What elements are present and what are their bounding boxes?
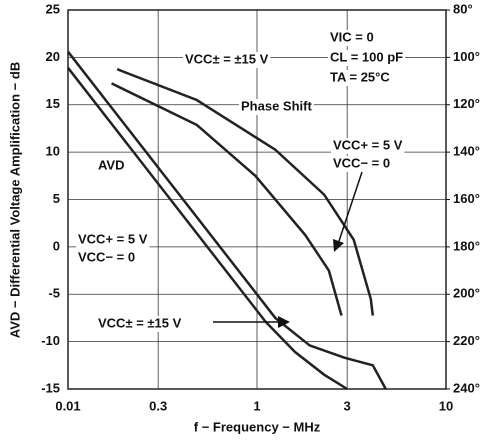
annotation-bg [183,52,271,68]
annotation-bg [331,156,393,172]
arrow [337,171,363,245]
annotation: TA = 25°C [330,69,390,84]
annotation: Phase Shift [241,98,312,113]
data-line [67,50,387,390]
annotation-bg [331,138,405,154]
y2-tick-label: 140° [453,144,480,159]
annotation-bg [328,70,392,86]
y2-tick-label: 220° [453,333,480,348]
y-tick-label: 10 [46,144,60,159]
y-tick-label: 20 [46,49,60,64]
annotation: VCC± = ±15 V [98,315,182,330]
annotation: CL = 100 pF [330,49,403,64]
y-tick-label: -15 [41,380,60,395]
y-tick-label: 0 [53,238,60,253]
data-line [67,67,348,391]
y-tick-label: 5 [53,191,60,206]
y2-tick-label: 200° [453,286,480,301]
y2-tick-label: 180° [453,238,480,253]
arrow-head [333,239,344,252]
annotation: VIC = 0 [330,29,374,44]
annotation-bg [328,30,376,46]
annotation-bg [76,232,150,248]
x-tick-label: 10 [439,398,453,413]
annotation: AVD [98,157,124,172]
y-tick-label: -5 [48,286,60,301]
y2-tick-label: 80° [453,1,473,16]
x-tick-label: 0.3 [149,398,167,413]
x-tick-label: 1 [253,398,260,413]
y2-tick-label: 240° [453,380,480,395]
annotation-bg [96,158,127,174]
annotation: VCC+ = 5 V [333,137,403,152]
y2-tick-label: 100° [453,49,480,64]
y-axis-title: AVD − Differential Voltage Amplification… [7,62,22,338]
annotation-bg [76,250,138,266]
annotation: VCC+ = 5 V [78,231,148,246]
annotation-bg [96,316,184,332]
annotation: VCC± = ±15 V [185,51,269,66]
x-tick-label: 0.01 [55,398,80,413]
data-line [116,68,375,316]
x-tick-label: 3 [344,398,351,413]
annotation-bg [239,99,314,115]
y2-tick-label: 160° [453,191,480,206]
y2-tick-label: 120° [453,96,480,111]
y-tick-label: -10 [41,333,60,348]
x-axis-title: f − Frequency − MHz [194,419,321,434]
y-tick-label: 15 [46,96,60,111]
data-line [111,82,343,316]
annotation: VCC− = 0 [333,155,390,170]
arrow-head [278,316,290,328]
annotation: VCC− = 0 [78,249,135,264]
y-tick-label: 25 [46,1,60,16]
annotation-bg [328,50,406,66]
